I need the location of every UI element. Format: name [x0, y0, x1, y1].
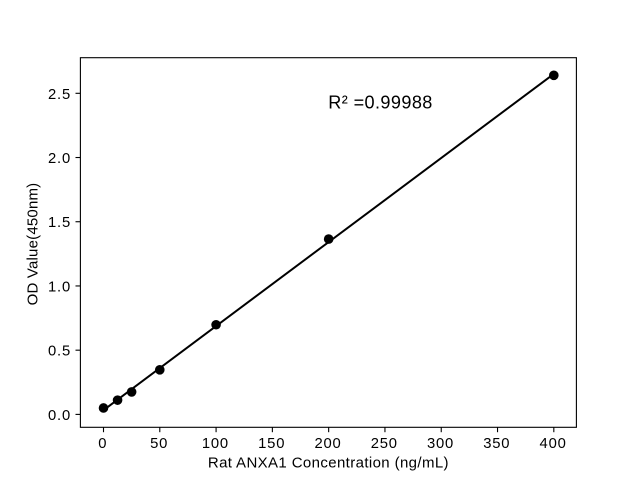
svg-text:2.5: 2.5	[48, 87, 71, 103]
svg-text:350: 350	[483, 436, 510, 452]
svg-text:R² =0.99988: R² =0.99988	[328, 93, 433, 113]
svg-text:150: 150	[258, 436, 285, 452]
svg-text:0.0: 0.0	[48, 408, 71, 424]
svg-text:200: 200	[314, 436, 341, 452]
svg-text:0.5: 0.5	[48, 344, 71, 360]
svg-text:0: 0	[98, 436, 107, 452]
svg-text:OD Value(450nm): OD Value(450nm)	[24, 183, 41, 306]
svg-text:250: 250	[371, 436, 398, 452]
svg-text:50: 50	[150, 436, 168, 452]
svg-text:2.0: 2.0	[48, 151, 71, 167]
svg-text:100: 100	[202, 436, 229, 452]
svg-text:1.0: 1.0	[48, 279, 71, 295]
svg-text:400: 400	[540, 436, 567, 452]
svg-text:Rat ANXA1 Concentration (ng/mL: Rat ANXA1 Concentration (ng/mL)	[208, 454, 449, 471]
svg-text:300: 300	[427, 436, 454, 452]
svg-text:1.5: 1.5	[48, 215, 71, 231]
